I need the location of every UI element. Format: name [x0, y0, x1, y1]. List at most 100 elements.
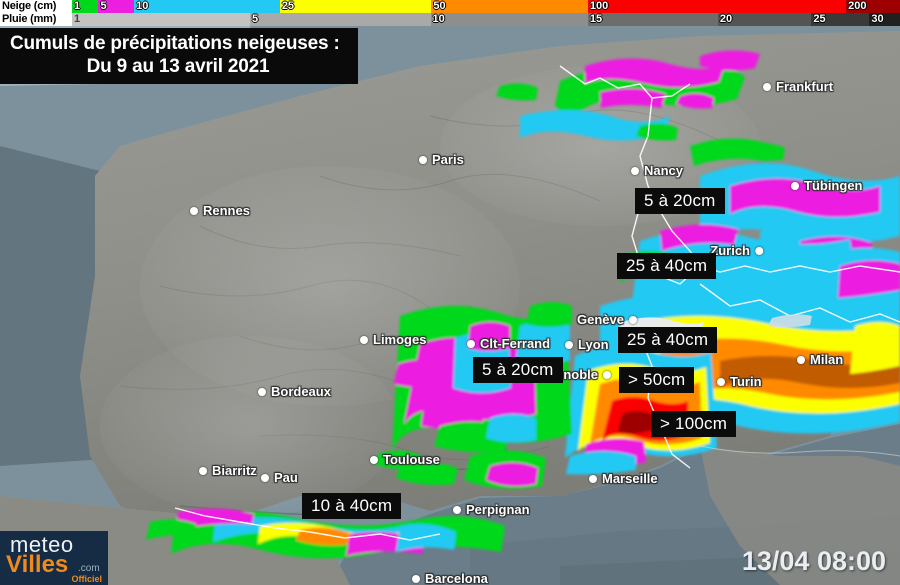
legend-tick-10: 10 [432, 13, 445, 25]
city-name-text: Pau [274, 470, 298, 485]
city-label-biarritz: Biarritz [199, 463, 257, 478]
city-label-paris: Paris [419, 152, 464, 167]
city-label-toulouse: Toulouse [370, 452, 440, 467]
city-marker-dot-icon [360, 335, 368, 344]
legend-tick-5: 5 [252, 13, 259, 25]
logo-text-villes: Villes [6, 551, 69, 578]
city-label-pau: Pau [261, 470, 298, 485]
legend-stop-20: 20 [717, 13, 812, 26]
timestamp: 13/04 08:00 [741, 546, 886, 576]
snow-annotation-3: 25 à 40cm [618, 327, 718, 353]
city-name-text: Milan [810, 352, 844, 367]
city-marker-dot-icon [467, 339, 475, 348]
city-label-perpignan: Perpignan [453, 502, 530, 517]
city-name-text: Genève [577, 312, 624, 327]
legend-tick-20: 20 [719, 13, 733, 25]
city-name-text: Tübingen [804, 178, 863, 193]
legend-label-rain: Pluie (mm) [0, 13, 72, 26]
city-label-milan: Milan [797, 352, 843, 367]
legend-tick-100: 100 [589, 0, 609, 12]
city-name-text: Frankfurt [776, 79, 834, 94]
city-label-marseille: Marseille [589, 471, 658, 486]
legend-stop-25: 25 [811, 13, 870, 26]
city-label-turin: Turin [717, 374, 762, 389]
legend-stop-25: 25 [279, 0, 432, 13]
city-label-rennes: Rennes [190, 203, 250, 218]
legend-tick-50: 50 [433, 0, 446, 12]
city-marker-dot-icon [190, 206, 198, 215]
city-name-text: Clt-Ferrand [480, 336, 551, 351]
map-title-box: Cumuls de précipitations neigeuses : Du … [0, 28, 358, 84]
precipitation-map[interactable] [0, 26, 900, 585]
legend-tick-10: 10 [136, 0, 149, 12]
city-name-text: Limoges [373, 332, 427, 347]
city-name-text: Rennes [203, 203, 250, 218]
city-marker-dot-icon [717, 377, 725, 386]
city-marker-dot-icon [791, 181, 799, 190]
city-label-clt-ferrand: Clt-Ferrand [467, 336, 550, 351]
city-marker-dot-icon [603, 370, 611, 379]
legend-stop-10: 10 [134, 0, 280, 13]
city-marker-dot-icon [261, 473, 269, 482]
city-name-text: Barcelona [425, 571, 488, 585]
legend-row-rain: Pluie (mm) 1 5 10 15 20 25 30 [0, 13, 900, 26]
snow-annotation-4: 5 à 20cm [473, 357, 563, 383]
city-marker-dot-icon [797, 355, 805, 364]
city-marker-dot-icon [453, 505, 461, 514]
map-borders-layer [174, 65, 900, 541]
meteovilles-logo[interactable]: meteo Villes .com Officiel [0, 531, 108, 585]
city-name-text: Zurich [710, 243, 750, 258]
legend-row-snow: Neige (cm) 1 5 10 25 50 100 200 [0, 0, 900, 13]
city-marker-dot-icon [199, 466, 207, 475]
city-name-text: Lyon [578, 337, 609, 352]
city-marker-dot-icon [370, 455, 378, 464]
city-marker-dot-icon [412, 574, 420, 583]
snow-annotation-7: 10 à 40cm [302, 493, 402, 519]
snow-annotation-2: 25 à 40cm [617, 253, 717, 279]
city-marker-dot-icon [631, 166, 639, 175]
city-label-zurich: Zurich [710, 243, 763, 258]
legend-stop-50: 50 [431, 0, 588, 13]
legend-bar-snow: 1 5 10 25 50 100 200 [72, 0, 900, 13]
legend-stop-5: 5 [250, 13, 431, 26]
city-name-text: Nancy [644, 163, 684, 178]
logo-text-officiel: Officiel [71, 574, 102, 584]
legend-tick-1: 1 [74, 13, 81, 25]
legend-stop-10: 10 [430, 13, 588, 26]
city-marker-dot-icon [565, 340, 573, 349]
legend-stop-30: 30 [869, 13, 900, 26]
city-name-text: Toulouse [383, 452, 440, 467]
city-name-text: Biarritz [212, 463, 257, 478]
legend-stop-1: 1 [72, 13, 251, 26]
city-name-text: Turin [730, 374, 762, 389]
city-marker-dot-icon [629, 315, 637, 324]
city-marker-dot-icon [589, 474, 597, 483]
city-label-gen-ve: Genève [577, 312, 637, 327]
legend-label-snow: Neige (cm) [0, 0, 72, 13]
map-title-line-2: Du 9 au 13 avril 2021 [86, 56, 270, 77]
snow-annotation-1: 5 à 20cm [635, 188, 725, 214]
legend-stop-5: 5 [98, 0, 135, 13]
city-marker-dot-icon [755, 246, 763, 255]
city-name-text: Marseille [602, 471, 658, 486]
city-label-frankfurt: Frankfurt [763, 79, 833, 94]
legend-stop-1: 1 [72, 0, 99, 13]
snow-annotation-6: > 100cm [651, 411, 737, 437]
city-label-barcelona: Barcelona [412, 571, 488, 585]
city-marker-dot-icon [419, 155, 427, 164]
legend-tick-25: 25 [281, 0, 295, 12]
legend-bar-rain: 1 5 10 15 20 25 30 [72, 13, 900, 26]
legend-tick-1: 1 [74, 0, 81, 12]
city-name-text: Perpignan [466, 502, 530, 517]
legend-tick-200: 200 [848, 0, 867, 12]
legend-stop-15: 15 [587, 13, 718, 26]
city-marker-dot-icon [763, 82, 771, 91]
city-label-t-bingen: Tübingen [791, 178, 863, 193]
city-label-lyon: Lyon [565, 337, 609, 352]
legend-tick-15: 15 [589, 13, 603, 25]
legend-tick-25: 25 [813, 13, 826, 25]
city-name-text: Bordeaux [271, 384, 331, 399]
logo-text-meteo: meteo [10, 532, 74, 557]
city-label-limoges: Limoges [360, 332, 426, 347]
